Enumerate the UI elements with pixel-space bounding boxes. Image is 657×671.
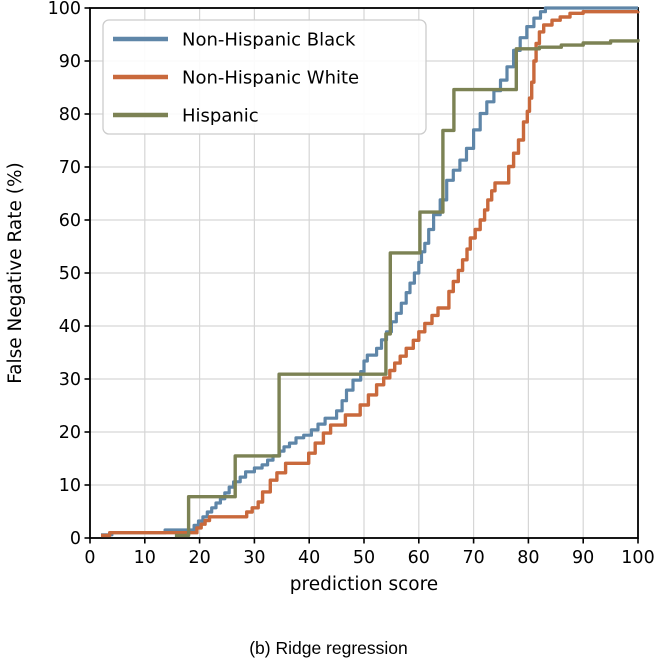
y-tick-label-0: 0 <box>70 529 81 549</box>
x-tick-label-40: 40 <box>298 548 320 568</box>
x-tick-label-10: 10 <box>134 548 156 568</box>
y-axis-label: False Negative Rate (%) <box>5 162 26 384</box>
x-axis-label: prediction score <box>290 574 438 595</box>
axis-tick-marks <box>84 7 639 544</box>
fnr-vs-prediction-score-chart: 0 10 20 30 40 50 60 70 80 90 100 0 10 20 30 40 50 60 70 80 9… <box>5 0 655 595</box>
y-tick-label-50: 50 <box>59 264 81 284</box>
legend-label-hispanic: Hispanic <box>182 106 259 127</box>
x-tick-label-0: 0 <box>84 548 95 568</box>
series-line-non-hispanic-black <box>101 6 638 537</box>
y-tick-label-10: 10 <box>59 476 81 496</box>
y-tick-label-70: 70 <box>59 158 81 178</box>
x-tick-label-20: 20 <box>188 548 210 568</box>
legend-entry-hispanic: Hispanic <box>113 106 259 127</box>
legend-label-non-hispanic-black: Non-Hispanic Black <box>182 30 356 51</box>
x-tick-label-50: 50 <box>353 548 375 568</box>
y-tick-label-100: 100 <box>48 0 81 19</box>
plot-border <box>89 7 639 539</box>
legend: Non-Hispanic Black Non-Hispanic White Hi… <box>102 19 427 135</box>
x-tick-label-30: 30 <box>243 548 265 568</box>
x-tick-label-90: 90 <box>572 548 594 568</box>
y-tick-label-80: 80 <box>59 105 81 125</box>
x-tick-label-70: 70 <box>462 548 484 568</box>
series-lines <box>101 6 640 538</box>
y-tick-label-40: 40 <box>59 317 81 337</box>
y-tick-label-60: 60 <box>59 211 81 231</box>
y-tick-label-90: 90 <box>59 52 81 72</box>
series-line-non-hispanic-white <box>101 10 640 538</box>
legend-label-non-hispanic-white: Non-Hispanic White <box>182 68 359 89</box>
y-tick-label-20: 20 <box>59 423 81 443</box>
y-tick-label-30: 30 <box>59 370 81 390</box>
axis-tick-labels: 0 10 20 30 40 50 60 70 80 90 100 0 10 20 30 40 50 60 70 80 9… <box>48 0 655 568</box>
x-tick-label-100: 100 <box>621 548 654 568</box>
legend-entry-non-hispanic-white: Non-Hispanic White <box>113 68 359 89</box>
x-tick-label-80: 80 <box>517 548 539 568</box>
series-line-hispanic <box>174 39 640 538</box>
legend-entry-non-hispanic-black: Non-Hispanic Black <box>113 30 356 51</box>
legend-box <box>102 19 427 135</box>
figure-caption: (b) Ridge regression <box>249 638 408 658</box>
x-tick-label-60: 60 <box>408 548 430 568</box>
